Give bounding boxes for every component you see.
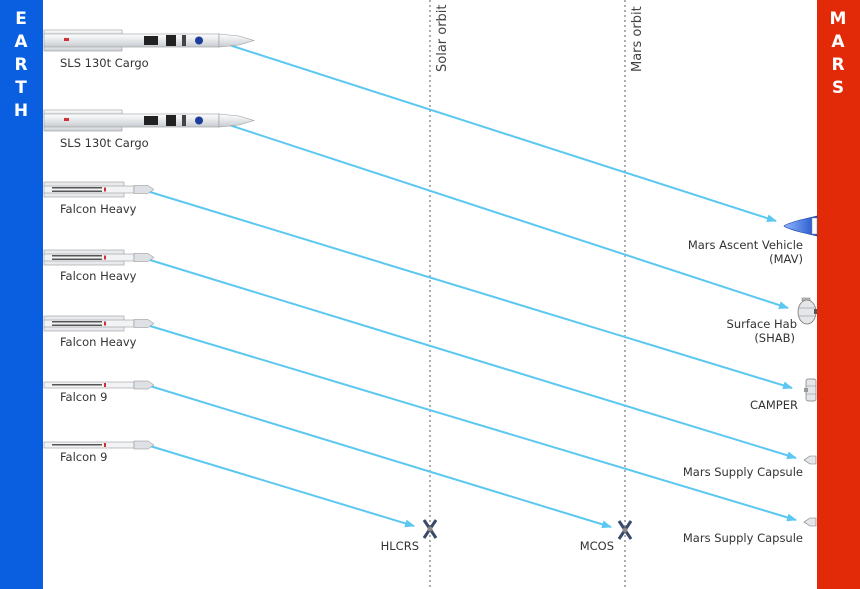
launch-vehicle-label: Falcon 9: [60, 450, 107, 464]
trajectory-arrow: [149, 325, 797, 522]
earth-letter: R: [14, 55, 28, 75]
mars-orbit-label: Mars orbit: [630, 6, 645, 72]
sls-rocket-icon: [43, 109, 256, 132]
trajectory-arrow: [219, 121, 789, 310]
supply-capsule-icon: [803, 517, 817, 527]
trajectory-arrow: [149, 445, 415, 528]
earth-letter: E: [15, 9, 28, 29]
launch-vehicle-label: SLS 130t Cargo: [60, 56, 149, 70]
mars-letter: M: [830, 9, 848, 29]
solar-orbit-label: Solar orbit: [435, 4, 450, 72]
mav-icon: [783, 215, 818, 237]
earth-bar: [0, 0, 43, 589]
payload-label: Surface Hab: [727, 317, 797, 331]
trajectory-arrow: [149, 385, 612, 529]
payload-label: CAMPER: [750, 398, 798, 412]
sls-rocket-icon: [43, 29, 256, 52]
earth-letter: A: [14, 32, 28, 52]
supply-capsule-icon: [803, 455, 817, 465]
payload-label: Mars Supply Capsule: [683, 531, 803, 545]
mars-letter: S: [832, 78, 845, 98]
earth-letter: H: [14, 101, 29, 121]
trajectory-arrow: [149, 191, 793, 390]
launch-vehicle-label: Falcon Heavy: [60, 202, 137, 216]
payload-sublabel: (MAV): [769, 252, 803, 266]
earth-letter: T: [15, 78, 28, 98]
surface-hab-icon: [797, 297, 817, 325]
payload-label: Mars Ascent Vehicle: [688, 238, 803, 252]
hlcrs-satellite-icon: [422, 519, 438, 539]
launch-vehicle-label: Falcon Heavy: [60, 335, 137, 349]
falcon-9-icon: [43, 380, 155, 390]
mcos-satellite-icon: [617, 520, 633, 540]
camper-icon: [804, 378, 817, 402]
payload-label: Mars Supply Capsule: [683, 465, 803, 479]
payload-label: MCOS: [580, 539, 614, 553]
trajectory-arrow: [149, 259, 797, 460]
trajectory-arrow: [219, 41, 777, 223]
mars-letter: A: [831, 32, 845, 52]
mars-bar: [817, 0, 860, 589]
falcon-heavy-icon: [43, 249, 155, 266]
launch-vehicle-label: SLS 130t Cargo: [60, 136, 149, 150]
falcon-heavy-icon: [43, 181, 155, 198]
mars-letter: R: [831, 55, 845, 75]
launch-vehicle-label: Falcon Heavy: [60, 269, 137, 283]
launch-vehicle-label: Falcon 9: [60, 390, 107, 404]
falcon-heavy-icon: [43, 315, 155, 332]
falcon-9-icon: [43, 440, 155, 450]
payload-label: HLCRS: [381, 539, 419, 553]
payload-sublabel: (SHAB): [754, 331, 795, 345]
